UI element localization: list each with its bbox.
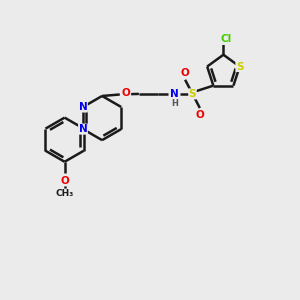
- Text: S: S: [189, 89, 196, 99]
- Text: N: N: [79, 102, 87, 112]
- Text: S: S: [236, 61, 243, 71]
- Text: O: O: [60, 176, 69, 186]
- Text: Cl: Cl: [221, 34, 232, 44]
- Text: O: O: [181, 68, 190, 78]
- Text: CH₃: CH₃: [56, 189, 74, 198]
- Text: H: H: [171, 99, 178, 108]
- Text: O: O: [196, 110, 204, 119]
- Text: O: O: [122, 88, 130, 98]
- Text: N: N: [79, 124, 87, 134]
- Text: N: N: [170, 89, 178, 99]
